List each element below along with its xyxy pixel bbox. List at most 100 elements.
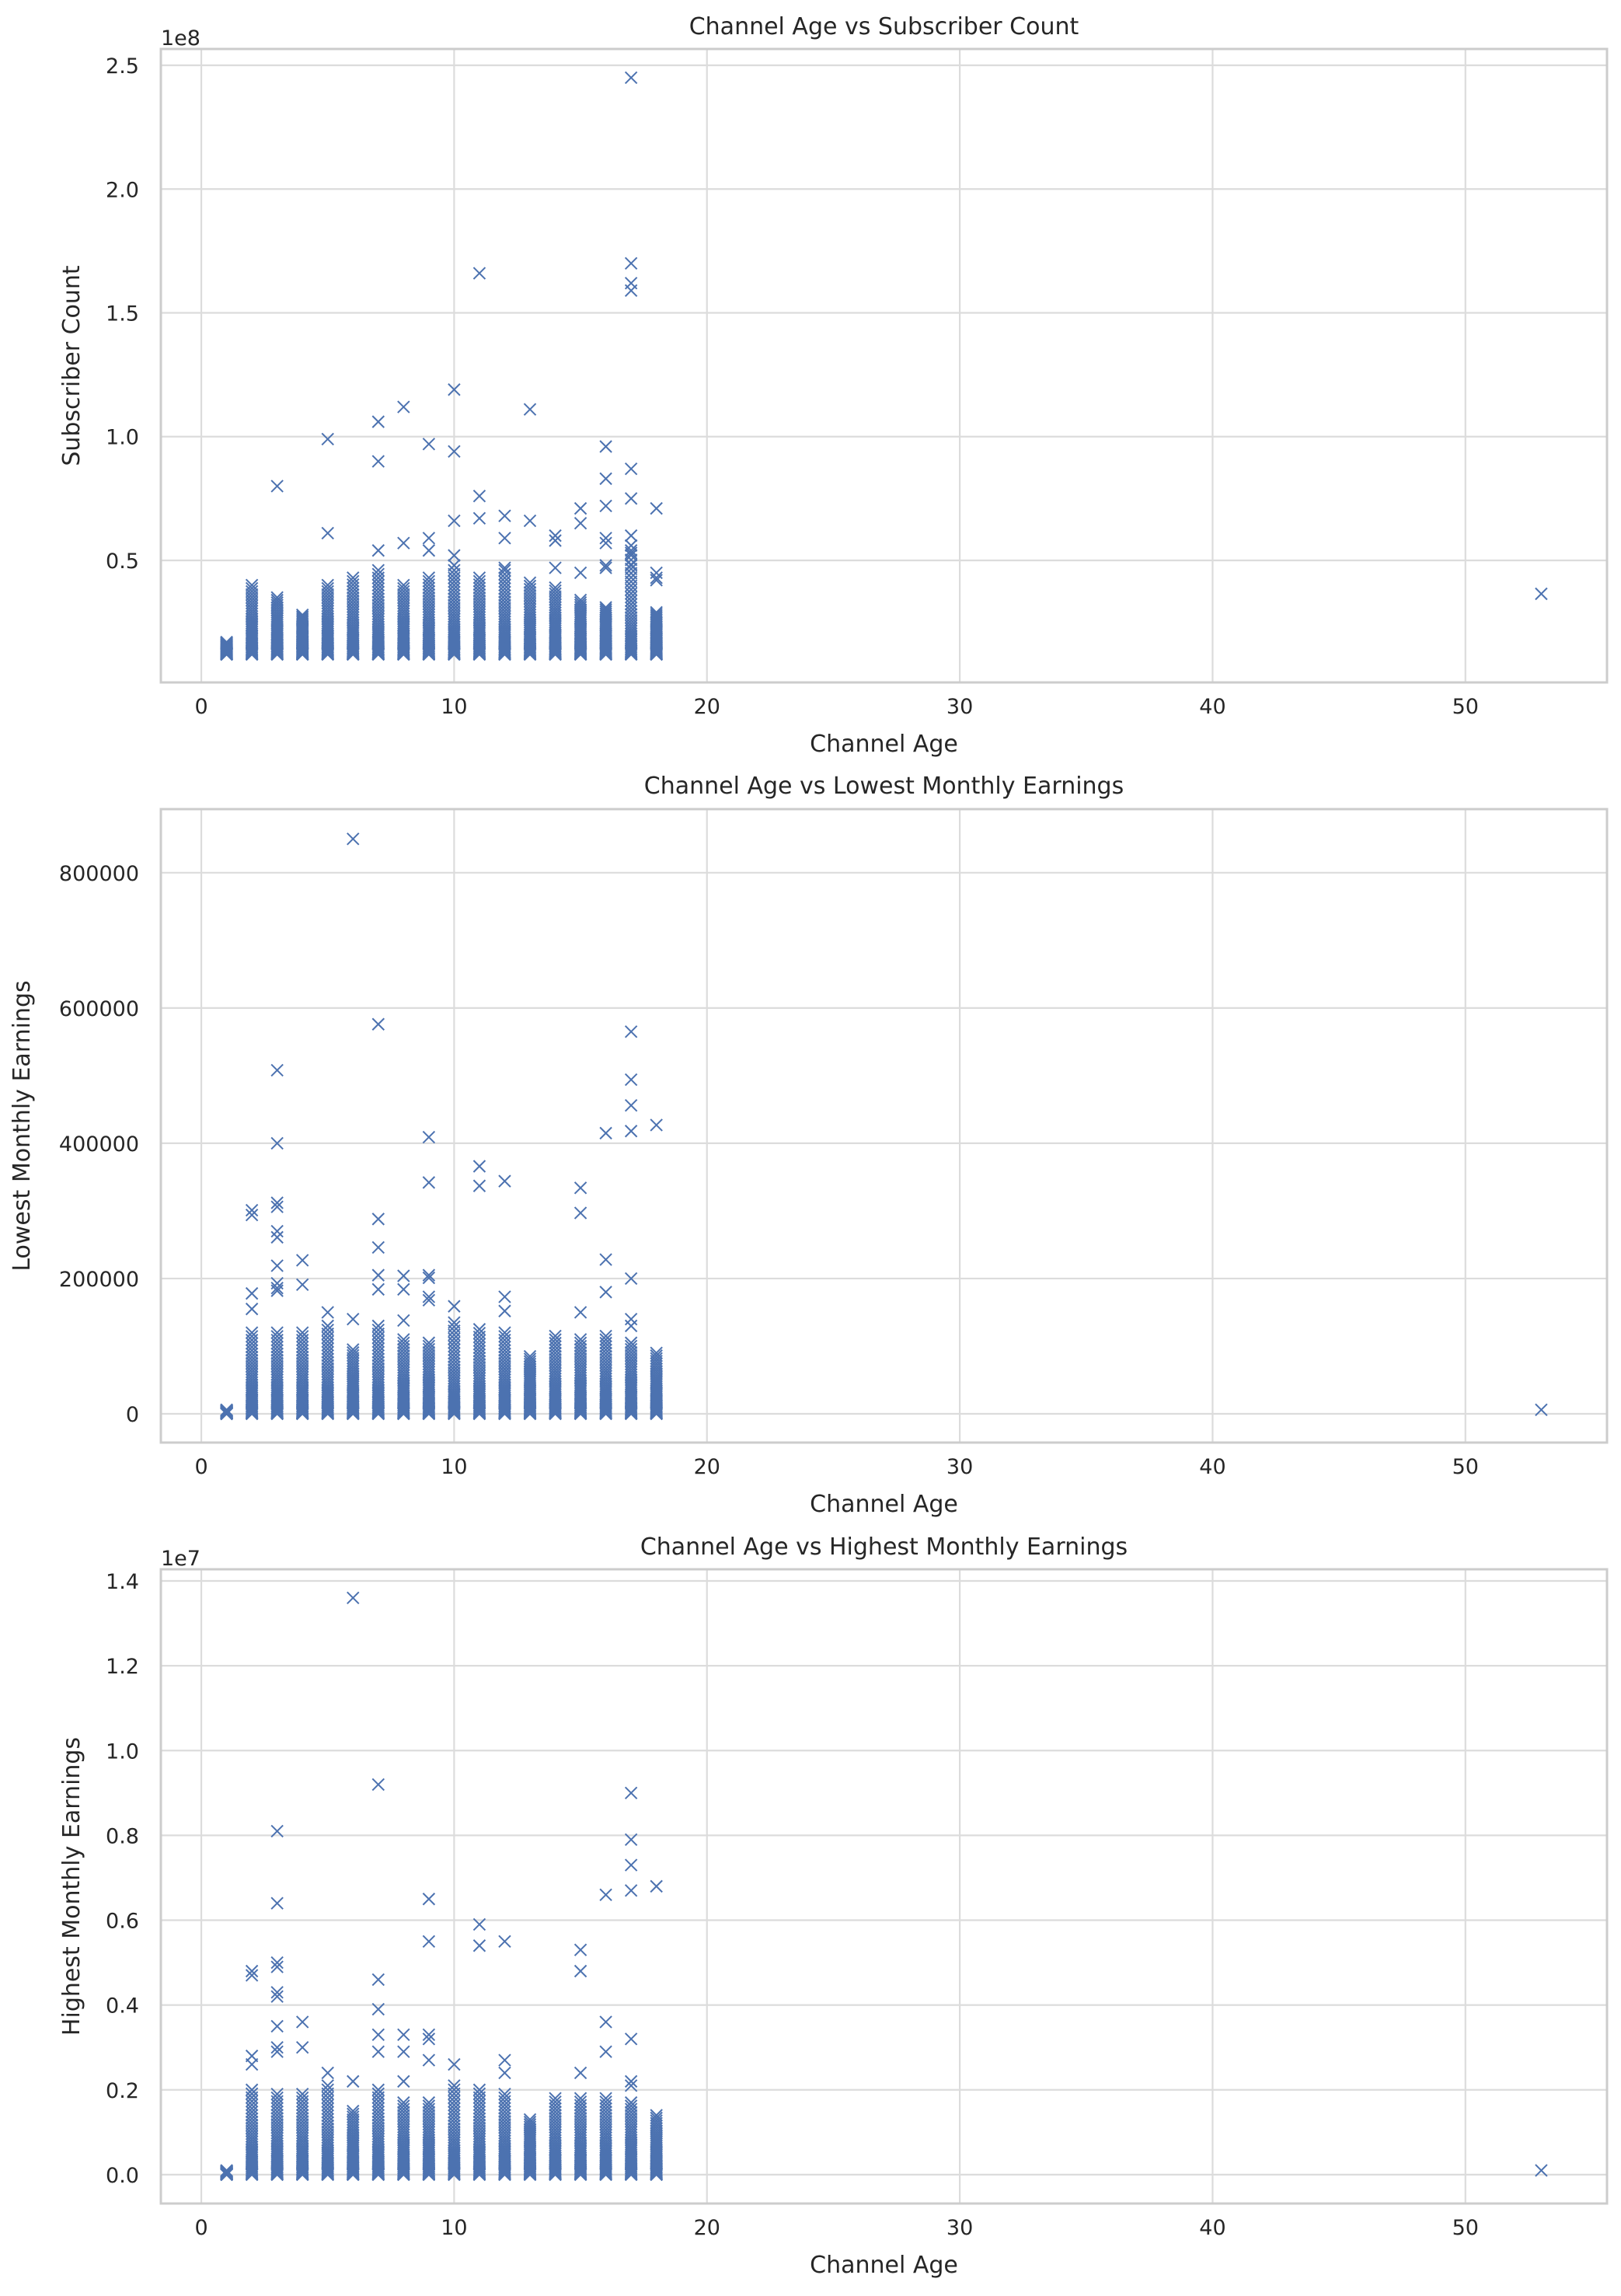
data-point <box>472 584 486 598</box>
data-point <box>472 1354 486 1368</box>
data-point <box>549 1346 562 1360</box>
data-point <box>295 2041 309 2054</box>
data-point <box>573 1355 587 1369</box>
data-point <box>498 1353 511 1367</box>
x-tick-label: 0 <box>194 2216 207 2240</box>
data-point <box>573 1333 587 1346</box>
data-point <box>347 594 360 608</box>
data-point <box>371 2028 385 2042</box>
data-point <box>270 2019 284 2033</box>
y-tick-label: 0.8 <box>106 1824 139 1848</box>
data-point <box>347 2137 360 2151</box>
data-point <box>523 585 537 599</box>
data-point <box>422 584 436 598</box>
data-point <box>549 1359 562 1372</box>
data-point <box>371 455 385 468</box>
data-point <box>448 1360 461 1373</box>
data-point <box>624 492 638 505</box>
data-point <box>624 1025 638 1038</box>
data-point <box>498 1290 511 1303</box>
data-point <box>295 612 309 625</box>
data-point <box>397 1383 410 1396</box>
data-point <box>397 2095 410 2109</box>
data-point <box>523 1352 537 1366</box>
data-point <box>295 1359 309 1373</box>
data-point <box>422 591 436 605</box>
data-point <box>498 1326 511 1339</box>
data-point <box>498 602 511 615</box>
data-point <box>498 509 511 522</box>
data-point <box>245 2118 259 2132</box>
x-tick-label: 40 <box>1199 695 1225 719</box>
data-point <box>624 549 638 562</box>
data-point <box>321 584 334 598</box>
data-point <box>397 1349 410 1363</box>
data-point <box>448 1357 461 1370</box>
scatter-panel-1: 0 10 20 30 40 50 0.5 1.0 1.5 2.0 2.5 1e8 Channel Age… <box>58 13 1609 758</box>
data-point <box>624 1098 638 1112</box>
data-point <box>270 1990 284 2003</box>
data-point <box>498 2146 511 2159</box>
data-point <box>245 2127 259 2141</box>
data-point <box>624 633 638 647</box>
data-point <box>573 501 587 515</box>
data-point <box>599 1329 612 1343</box>
chart-title: Channel Age vs Lowest Monthly Earnings <box>644 773 1124 800</box>
data-point <box>599 1352 612 1366</box>
data-point <box>371 415 385 428</box>
data-point <box>270 1356 284 1370</box>
data-point <box>422 1176 436 1189</box>
data-point <box>498 2066 511 2080</box>
data-point <box>624 1349 638 1363</box>
data-point <box>549 584 562 598</box>
data-point <box>270 1200 284 1213</box>
data-point <box>624 2079 638 2092</box>
data-point <box>270 1259 284 1272</box>
x-tick-label: 50 <box>1452 1455 1479 1479</box>
data-point <box>599 2111 612 2125</box>
data-point <box>422 2053 436 2067</box>
data-point <box>397 2109 410 2122</box>
data-point <box>472 588 486 602</box>
data-point <box>422 1382 436 1395</box>
data-point <box>295 2123 309 2137</box>
data-point <box>498 564 511 577</box>
data-point <box>498 532 511 545</box>
data-point <box>624 1382 638 1395</box>
data-point <box>624 616 638 630</box>
data-point <box>371 544 385 557</box>
data-point <box>295 1363 309 1376</box>
x-tick-label: 0 <box>194 695 207 719</box>
data-point <box>270 1956 284 1970</box>
data-point <box>422 574 436 588</box>
data-point <box>624 562 638 576</box>
x-tick-label: 10 <box>441 695 467 719</box>
y-tick-label: 0 <box>126 1403 139 1427</box>
data-point <box>220 1403 233 1416</box>
y-axis-label: Lowest Monthly Earnings <box>9 980 36 1271</box>
y-offset-label: 1e8 <box>161 26 200 51</box>
data-point <box>295 2112 309 2125</box>
data-point <box>523 2131 537 2145</box>
data-point <box>270 612 284 626</box>
data-point <box>573 598 587 612</box>
x-tick-label: 50 <box>1452 2216 1479 2240</box>
data-point <box>498 598 511 612</box>
data-point <box>245 1363 259 1376</box>
data-point <box>523 582 537 596</box>
data-point <box>448 2125 461 2138</box>
data-point <box>245 2057 259 2071</box>
data-point <box>448 564 461 577</box>
data-point <box>573 1352 587 1366</box>
data-point <box>347 2107 360 2120</box>
data-point <box>371 2002 385 2016</box>
data-point <box>371 1367 385 1381</box>
data-point <box>624 2095 638 2109</box>
data-point <box>599 2108 612 2122</box>
data-point <box>624 2106 638 2119</box>
data-point <box>270 2045 284 2058</box>
data-point <box>573 1383 587 1396</box>
x-axis-label: Channel Age <box>810 1491 958 1518</box>
data-point <box>371 2124 385 2137</box>
data-point <box>371 1365 385 1378</box>
